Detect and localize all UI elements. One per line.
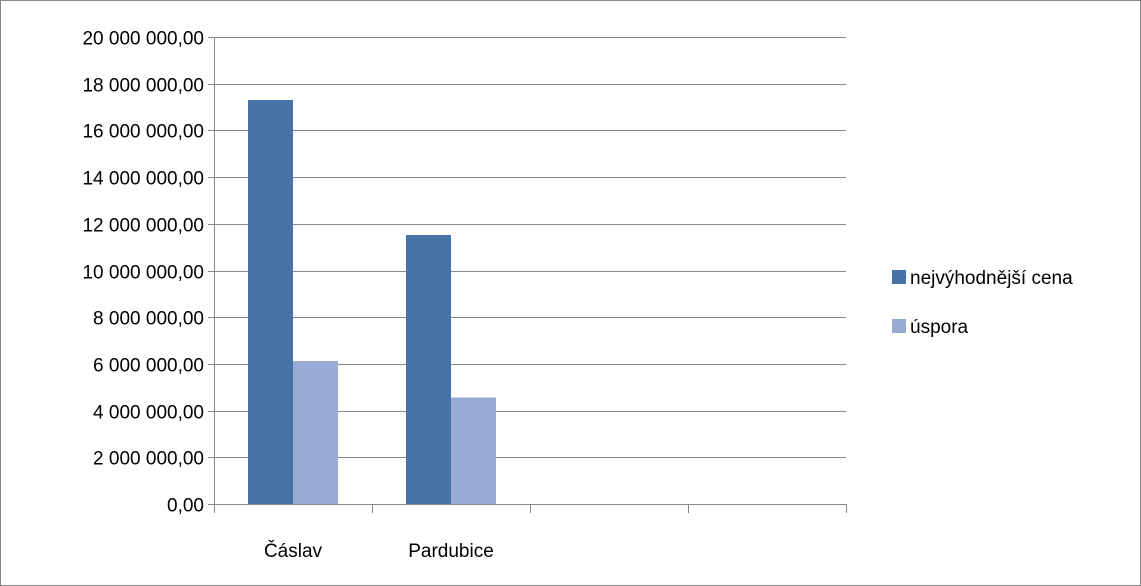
y-tick-label: 0,00	[167, 496, 204, 517]
x-axis-labels: Čáslav Pardubice	[264, 540, 494, 562]
legend-swatch	[892, 319, 906, 333]
legend: nejvýhodnější cena úspora	[892, 268, 1073, 338]
y-tick-label: 20 000 000,00	[82, 29, 204, 50]
bar	[293, 361, 338, 504]
bar	[451, 397, 496, 504]
y-tick-label: 2 000 000,00	[93, 449, 204, 470]
y-tick-label: 16 000 000,00	[82, 122, 204, 143]
legend-swatch	[892, 270, 906, 284]
bars	[248, 100, 496, 505]
y-tick-label: 18 000 000,00	[82, 76, 204, 97]
y-tick-label: 14 000 000,00	[82, 169, 204, 190]
y-tick-label: 4 000 000,00	[93, 403, 204, 424]
bar	[406, 235, 451, 504]
x-tick-label: Čáslav	[264, 540, 323, 562]
y-tick-label: 8 000 000,00	[93, 309, 204, 330]
bar	[248, 100, 293, 505]
y-tick-label: 12 000 000,00	[82, 216, 204, 237]
x-tick-label: Pardubice	[408, 541, 494, 562]
y-tick-label: 6 000 000,00	[93, 356, 204, 377]
y-tick-label: 10 000 000,00	[82, 263, 204, 284]
legend-label: nejvýhodnější cena	[910, 268, 1073, 289]
axes	[214, 37, 847, 513]
legend-label: úspora	[910, 317, 969, 338]
y-axis-ticks: 0,00 2 000 000,00 4 000 000,00 6 000 000,00…	[82, 29, 214, 517]
